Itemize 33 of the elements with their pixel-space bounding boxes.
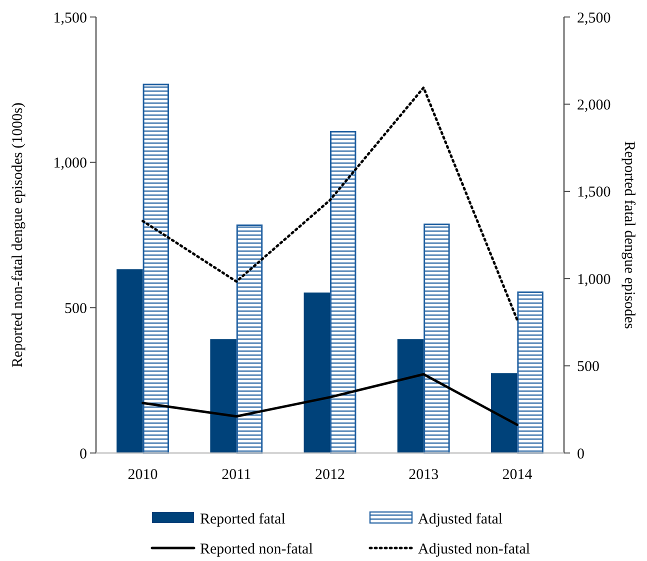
line-series — [142, 372, 518, 426]
y-tick-label: 500 — [64, 300, 87, 317]
bar — [397, 339, 424, 453]
y2-tick-label: 2,500 — [577, 10, 611, 26]
bar — [142, 84, 170, 454]
y2-axis-title: Reported fatal dengue episodes — [621, 141, 637, 330]
y-tick-label: 1,500 — [53, 10, 87, 26]
bar — [490, 373, 518, 453]
bar — [517, 291, 544, 454]
bar — [116, 269, 143, 453]
x-tick-label: 2011 — [222, 467, 252, 483]
bar — [236, 224, 263, 454]
y2-tick-label: 1,000 — [577, 272, 611, 288]
y2-tick-label: 2,000 — [577, 97, 611, 114]
bar — [424, 224, 450, 454]
legend-label: Adjusted non-fatal — [418, 541, 530, 558]
bar — [304, 292, 330, 453]
y2-tick-label: 500 — [577, 359, 600, 376]
bar — [210, 339, 236, 453]
x-tick-label: 2014 — [502, 467, 533, 483]
y2-tick-label: 0 — [577, 446, 584, 462]
y-axis-title: Reported non-fatal dengue episodes (1000s) — [10, 102, 26, 368]
x-tick-label: 2010 — [128, 467, 158, 483]
bar — [330, 131, 356, 454]
y-tick-label: 0 — [80, 446, 87, 462]
legend-label: Reported fatal — [200, 511, 286, 528]
legend-label: Adjusted fatal — [418, 511, 503, 528]
legend-label: Reported non-fatal — [200, 541, 313, 558]
y2-tick-label: 1,500 — [577, 184, 611, 201]
x-tick-label: 2013 — [408, 467, 439, 483]
line-series — [142, 86, 518, 322]
y-tick-label: 1,000 — [53, 156, 87, 172]
x-tick-label: 2012 — [315, 467, 345, 483]
